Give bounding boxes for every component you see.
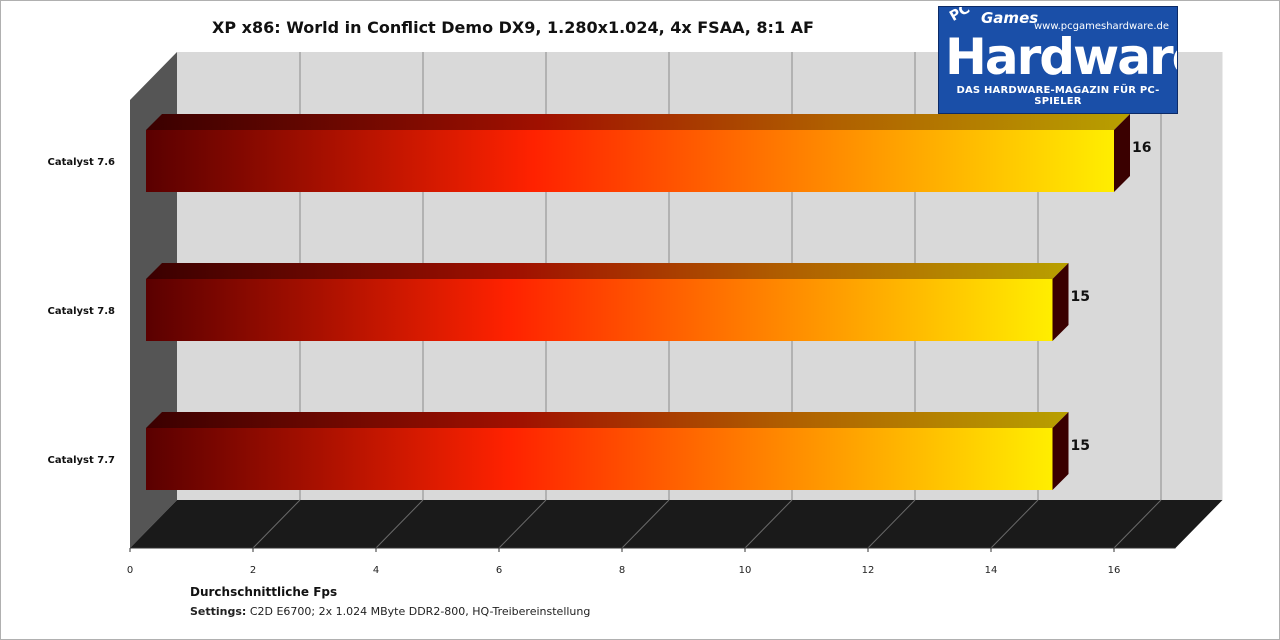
logo-url: www.pcgameshardware.de [1034,21,1169,32]
floor [130,500,1223,548]
bar-end-face [1114,114,1130,192]
logo-pc: PC [947,6,973,25]
x-tick-label: 14 [985,565,998,576]
y-category-label: Catalyst 7.8 [48,306,116,317]
floor-gridline [252,499,301,549]
floor-gridline [867,499,916,549]
logo-wordmark: Hardware [945,28,1178,86]
x-tick-label: 10 [739,565,752,576]
bar-top-face [146,263,1069,279]
bar-value-label: 15 [1071,438,1090,454]
x-tick-label: 12 [862,565,875,576]
settings-text: C2D E6700; 2x 1.024 MByte DDR2-800, HQ-T… [249,605,591,618]
floor-gridline [744,499,793,549]
x-tick-label: 0 [127,565,133,576]
y-category-label: Catalyst 7.6 [48,157,116,168]
floor-gridline [990,499,1039,549]
bar [146,428,1053,490]
floor-gridline [1113,499,1162,549]
x-tick-label: 8 [619,565,625,576]
chart-title: XP x86: World in Conflict Demo DX9, 1.28… [212,18,814,37]
bar-top-face [146,114,1130,130]
settings-label: Settings: [190,605,247,618]
x-tick-label: 16 [1108,565,1121,576]
bar-top-face [146,412,1069,428]
settings-note: Settings: C2D E6700; 2x 1.024 MByte DDR2… [190,605,590,618]
x-tick-label: 4 [373,565,379,576]
x-tick-label: 6 [496,565,502,576]
bar-end-face [1052,263,1069,341]
bar-value-label: 15 [1071,289,1090,305]
y-category-label: Catalyst 7.7 [48,455,116,466]
bar [146,130,1114,192]
floor-gridline [621,499,670,549]
x-axis-title: Durchschnittliche Fps [190,585,338,599]
bar-value-label: 16 [1132,140,1151,156]
logo-games: Games [981,9,1039,27]
floor-gridline [375,499,424,549]
x-tick-label: 2 [250,565,256,576]
pcgh-logo: PC Games www.pcgameshardware.de Hardware… [938,6,1178,114]
bar-end-face [1052,412,1069,490]
floor-gridline [498,499,547,549]
bar [146,279,1053,341]
logo-tagline: DAS HARDWARE-MAGAZIN FÜR PC-SPIELER [956,85,1160,107]
